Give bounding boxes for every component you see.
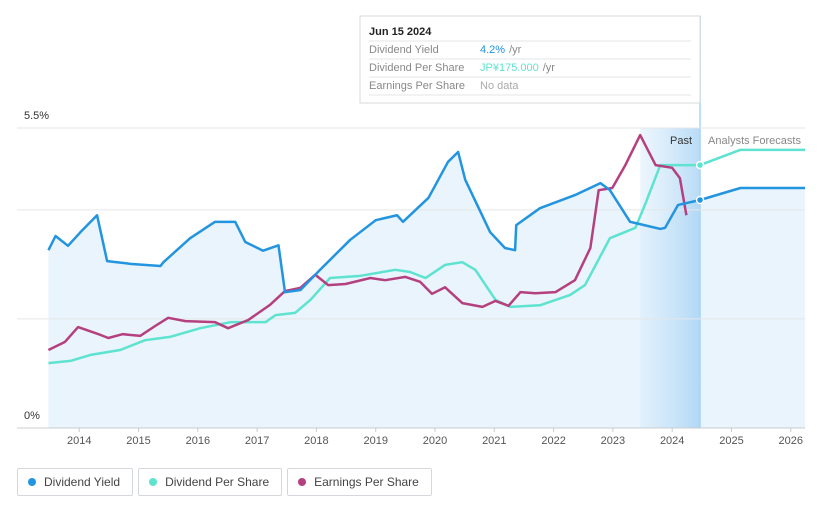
x-tick-label: 2019 — [363, 435, 387, 447]
legend-item[interactable]: Dividend Per Share — [138, 468, 283, 496]
series-line — [48, 148, 805, 365]
tooltip-unit: /yr — [543, 62, 556, 74]
series-line — [47, 150, 805, 294]
chart: Past Analysts Forecasts 0% 5.5% 2014 2015 2016… — [17, 15, 806, 447]
x-tick-label: 2017 — [245, 435, 269, 447]
x-tick-label: 2025 — [719, 435, 743, 447]
cursor-dot — [695, 160, 705, 170]
tooltip-label: Dividend Yield — [369, 44, 439, 56]
x-tick-label: 2020 — [423, 435, 447, 447]
legend-dot — [298, 478, 307, 486]
legend-dot — [149, 478, 158, 486]
tooltip-unit: /yr — [509, 44, 522, 56]
past-label: Past — [670, 135, 692, 147]
x-tick-label: 2014 — [67, 435, 91, 447]
legend-item[interactable]: Earnings Per Share — [287, 468, 432, 496]
x-tick-label: 2016 — [186, 435, 210, 447]
x-tick-label: 2015 — [126, 435, 150, 447]
x-tick-label: 2021 — [482, 435, 506, 447]
x-tick-label: 2022 — [541, 435, 565, 447]
tooltip-value: 4.2% — [480, 44, 505, 56]
x-tick-label: 2018 — [304, 435, 328, 447]
series-line — [47, 133, 688, 352]
legend: Dividend Yield Dividend Per Share Earnings… — [17, 468, 432, 496]
x-tick-label: 2024 — [660, 435, 684, 447]
legend-label: Dividend Per Share — [165, 475, 270, 489]
legend-label: Dividend Yield — [44, 475, 121, 489]
forecast-label: Analysts Forecasts — [708, 135, 801, 147]
tooltip-value: JP¥175.000 — [480, 62, 539, 74]
y-tick-label: 5.5% — [24, 110, 49, 122]
cursor-dot — [695, 195, 705, 205]
past-region — [640, 128, 701, 428]
tooltip-date: Jun 15 2024 — [369, 26, 432, 38]
legend-item[interactable]: Dividend Yield — [17, 468, 134, 496]
x-tick-label: 2026 — [779, 435, 803, 447]
tooltip-label: Earnings Per Share — [369, 80, 465, 92]
y-tick-label: 0% — [24, 410, 40, 422]
tooltip-value: No data — [480, 80, 519, 92]
x-tick-label: 2023 — [601, 435, 625, 447]
legend-label: Earnings Per Share — [314, 475, 419, 489]
tooltip-label: Dividend Per Share — [369, 62, 464, 74]
legend-dot — [28, 478, 36, 486]
